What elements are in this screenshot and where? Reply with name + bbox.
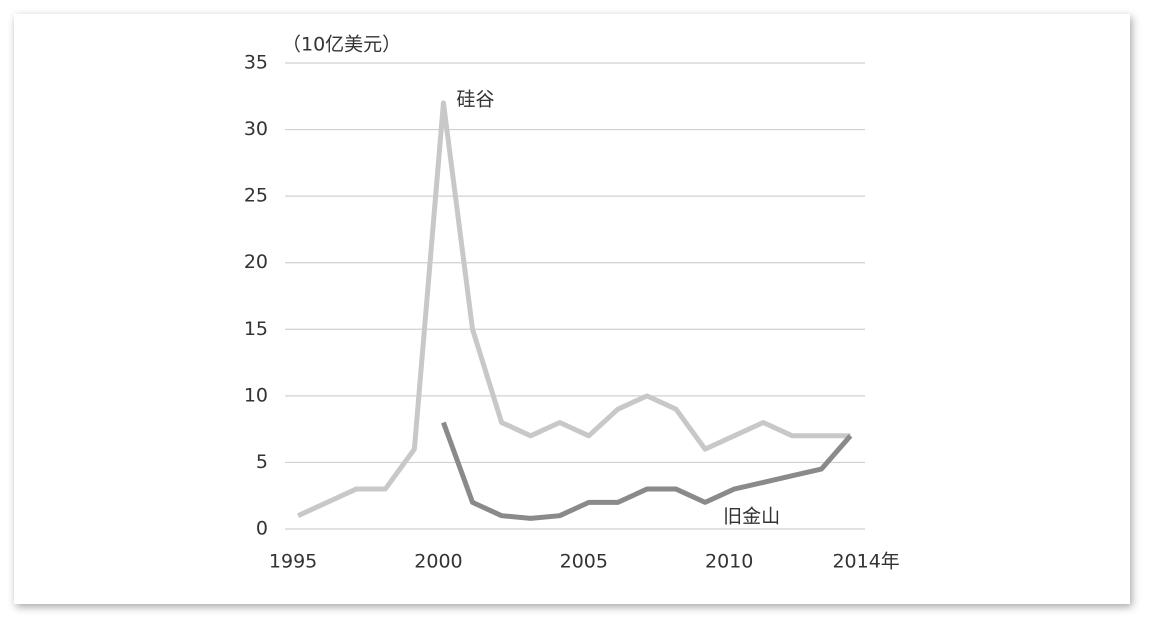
y-tick-label: 5	[256, 451, 268, 473]
y-tick-label: 30	[244, 118, 268, 140]
y-tick-label: 0	[256, 518, 268, 540]
y-tick-label: 15	[244, 318, 268, 340]
series-line	[297, 100, 851, 518]
series-line	[441, 421, 853, 521]
x-tick-label: 2000	[414, 551, 462, 573]
y-tick-label: 35	[244, 52, 268, 74]
series-label: 硅谷	[456, 88, 494, 110]
y-axis-unit: （10亿美元）	[282, 34, 401, 56]
x-tick-label: 2005	[560, 551, 608, 573]
x-tick-label: 2014年	[832, 551, 899, 573]
card	[14, 14, 1130, 604]
series-label: 旧金山	[723, 506, 780, 528]
x-tick-label: 1995	[269, 551, 317, 573]
y-tick-label: 10	[244, 384, 268, 406]
x-tick-label: 2010	[705, 551, 753, 573]
y-tick-label: 20	[244, 251, 268, 273]
y-tick-label: 25	[244, 185, 268, 207]
